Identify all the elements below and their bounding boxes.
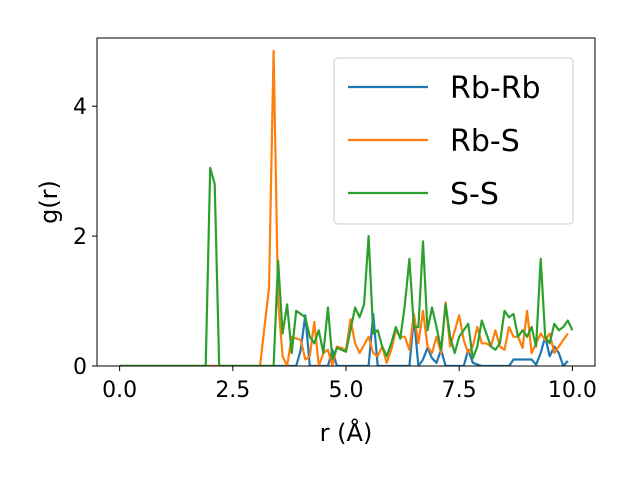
x-axis-ticks: 0.0 2.5 5.0 7.5 10.0 — [102, 366, 597, 403]
x-tick-label: 7.5 — [442, 378, 477, 403]
x-tick-label: 5.0 — [329, 378, 364, 403]
y-tick-label: 0 — [73, 355, 87, 380]
legend-frame — [333, 57, 574, 225]
x-axis-label: r (Å) — [320, 418, 373, 447]
legend-label-2: S-S — [450, 177, 499, 212]
y-tick-label: 2 — [73, 225, 87, 250]
series-line-1 — [119, 49, 569, 366]
x-tick-label: 0.0 — [102, 378, 137, 403]
legend: Rb-Rb Rb-S S-S — [333, 57, 574, 225]
series-line-0 — [119, 312, 569, 366]
x-tick-label: 2.5 — [215, 378, 250, 403]
legend-label-1: Rb-S — [450, 124, 520, 159]
legend-label-0: Rb-Rb — [450, 71, 541, 106]
y-axis-ticks: 0 2 4 — [73, 95, 97, 380]
series-layer — [119, 49, 574, 366]
y-axis-label: g(r) — [35, 180, 63, 224]
y-tick-label: 4 — [73, 95, 87, 120]
series-line-2 — [119, 166, 574, 366]
x-tick-label: 10.0 — [548, 378, 597, 403]
